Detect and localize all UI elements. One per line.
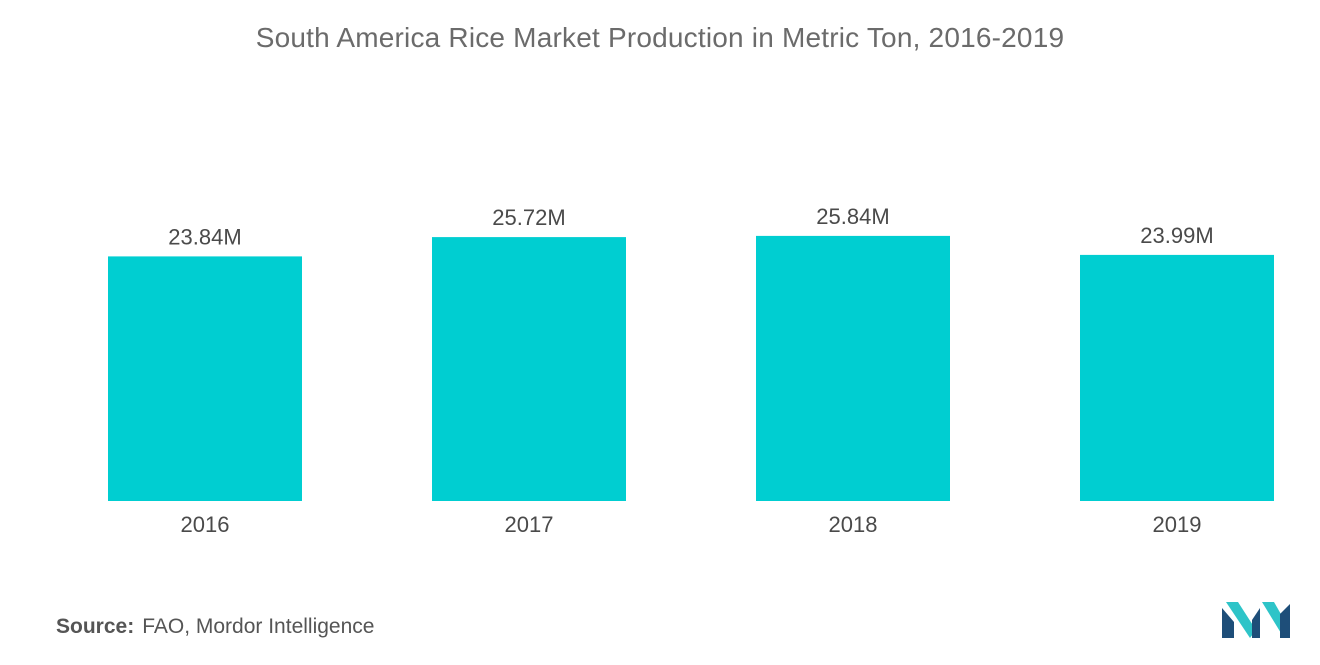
bar-2019 xyxy=(1080,254,1274,501)
x-tick-label-2016: 2016 xyxy=(181,512,230,537)
x-tick-label-2018: 2018 xyxy=(829,512,878,537)
bar-2016 xyxy=(108,256,302,501)
chart-title: South America Rice Market Production in … xyxy=(255,22,1065,53)
bar-2017 xyxy=(432,237,626,501)
x-tick-label-2019: 2019 xyxy=(1153,512,1202,537)
source-text: FAO, Mordor Intelligence xyxy=(142,615,375,638)
data-label-2016: 23.84M xyxy=(168,224,241,249)
x-tick-label-2017: 2017 xyxy=(505,512,554,537)
mordor-intelligence-logo-icon xyxy=(1222,602,1290,638)
data-label-2017: 25.72M xyxy=(492,205,565,230)
data-label-2018: 25.84M xyxy=(816,204,889,229)
bar-2018 xyxy=(756,235,950,501)
source-note: Source: FAO, Mordor Intelligence xyxy=(56,615,374,639)
data-label-2019: 23.99M xyxy=(1140,223,1213,248)
source-label: Source: xyxy=(56,615,135,638)
